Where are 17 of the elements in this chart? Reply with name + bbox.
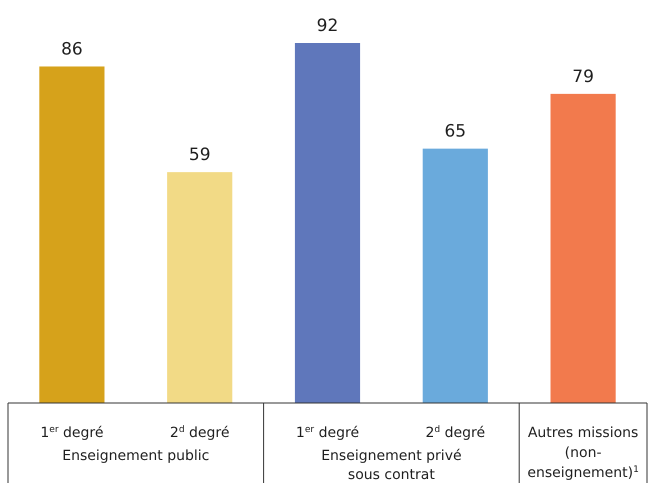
- data-label: 59: [188, 145, 211, 166]
- text: Enseignement public: [62, 448, 210, 464]
- x-tick-label: 1$^{er}$ degré: [40, 425, 104, 441]
- bar: [422, 148, 488, 403]
- data-label: 79: [572, 66, 594, 87]
- x-tick-label: 2$^{d}$ degré: [425, 425, 486, 441]
- x-tick-label: 2$^{d}$ degré: [170, 425, 230, 441]
- bar: [167, 172, 232, 403]
- bar: [550, 94, 616, 403]
- x-tick-label: Autres missions (non-enseignement)$^{1}$: [527, 425, 639, 481]
- text: Enseignement privé sous contrat: [321, 448, 462, 483]
- data-label: 86: [61, 39, 83, 60]
- data-label: 65: [444, 122, 466, 142]
- bar: [39, 66, 104, 403]
- bar: [294, 43, 360, 403]
- data-label: 92: [316, 16, 338, 36]
- x-tick-label: 1$^{er}$ degré: [296, 425, 360, 441]
